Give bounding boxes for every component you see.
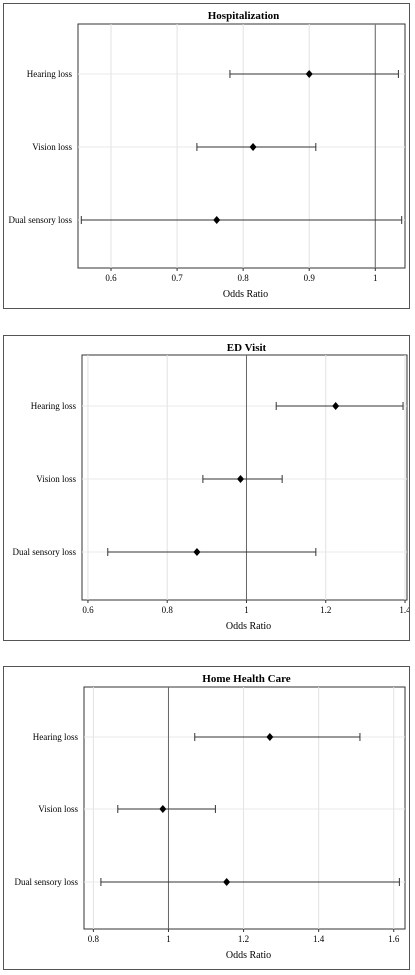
y-label-dual-sensory-loss: Dual sensory loss — [13, 547, 77, 557]
y-label-dual-sensory-loss: Dual sensory loss — [9, 215, 73, 225]
x-tick-label: 1.4 — [399, 605, 409, 615]
y-label-hearing-loss: Hearing loss — [33, 732, 79, 742]
x-tick-label: 0.8 — [238, 273, 250, 283]
forest-plot-home-health-care: Home Health Care 0.8 1 1.2 1.4 1.6 Odds Ratio H… — [3, 666, 410, 970]
x-tick-label: 0.9 — [304, 273, 316, 283]
point-estimate-vision-loss — [249, 143, 257, 151]
point-estimate-dual-sensory-loss — [213, 216, 221, 224]
forest-plot-hospitalization: Hospitalization 0.6 0.7 0.8 0.9 1 Odds Ratio He… — [3, 3, 410, 309]
point-estimate-vision-loss — [237, 475, 245, 483]
point-estimate-dual-sensory-loss — [223, 878, 231, 886]
x-tick-label: 1.4 — [313, 934, 325, 944]
x-tick-label: 1 — [166, 934, 171, 944]
y-label-vision-loss: Vision loss — [32, 142, 72, 152]
y-label-dual-sensory-loss: Dual sensory loss — [15, 877, 79, 887]
x-tick-label: 0.8 — [162, 605, 174, 615]
plot-area — [83, 686, 406, 930]
point-estimate-hearing-loss — [266, 733, 274, 741]
x-tick-label: 0.8 — [88, 934, 100, 944]
x-tick-label: 0.6 — [105, 273, 117, 283]
x-axis-label: Odds Ratio — [226, 950, 271, 961]
point-estimate-hearing-loss — [332, 402, 340, 410]
y-label-hearing-loss: Hearing loss — [27, 69, 73, 79]
x-tick-label: 0.7 — [171, 273, 183, 283]
plot-area — [81, 354, 408, 601]
x-tick-label: 1.6 — [388, 934, 400, 944]
chart-ed-visit: ED Visit 0.6 0.8 1 1.2 1.4 Odds Ratio Hearing l… — [13, 342, 410, 632]
y-label-hearing-loss: Hearing loss — [31, 401, 77, 411]
y-label-vision-loss: Vision loss — [36, 474, 76, 484]
point-estimate-hearing-loss — [305, 70, 313, 78]
point-estimate-dual-sensory-loss — [193, 548, 201, 556]
chart-hospitalization: Hospitalization 0.6 0.7 0.8 0.9 1 Odds Ratio He… — [9, 10, 406, 300]
y-label-vision-loss: Vision loss — [38, 804, 78, 814]
chart-title: Hospitalization — [208, 10, 280, 22]
forest-plot-ed-visit: ED Visit 0.6 0.8 1 1.2 1.4 Odds Ratio Hearing l… — [3, 335, 410, 641]
x-axis-label: Odds Ratio — [223, 289, 268, 300]
x-axis-label: Odds Ratio — [226, 621, 271, 632]
chart-title: ED Visit — [227, 342, 267, 354]
x-tick-label: 1 — [244, 605, 249, 615]
plot-area — [77, 23, 406, 269]
x-tick-label: 1 — [373, 273, 378, 283]
x-tick-label: 1.2 — [238, 934, 249, 944]
chart-title: Home Health Care — [202, 673, 291, 685]
chart-home-health-care: Home Health Care 0.8 1 1.2 1.4 1.6 Odds Ratio H… — [15, 673, 406, 961]
x-tick-label: 0.6 — [82, 605, 94, 615]
x-tick-label: 1.2 — [320, 605, 331, 615]
point-estimate-vision-loss — [159, 805, 167, 813]
